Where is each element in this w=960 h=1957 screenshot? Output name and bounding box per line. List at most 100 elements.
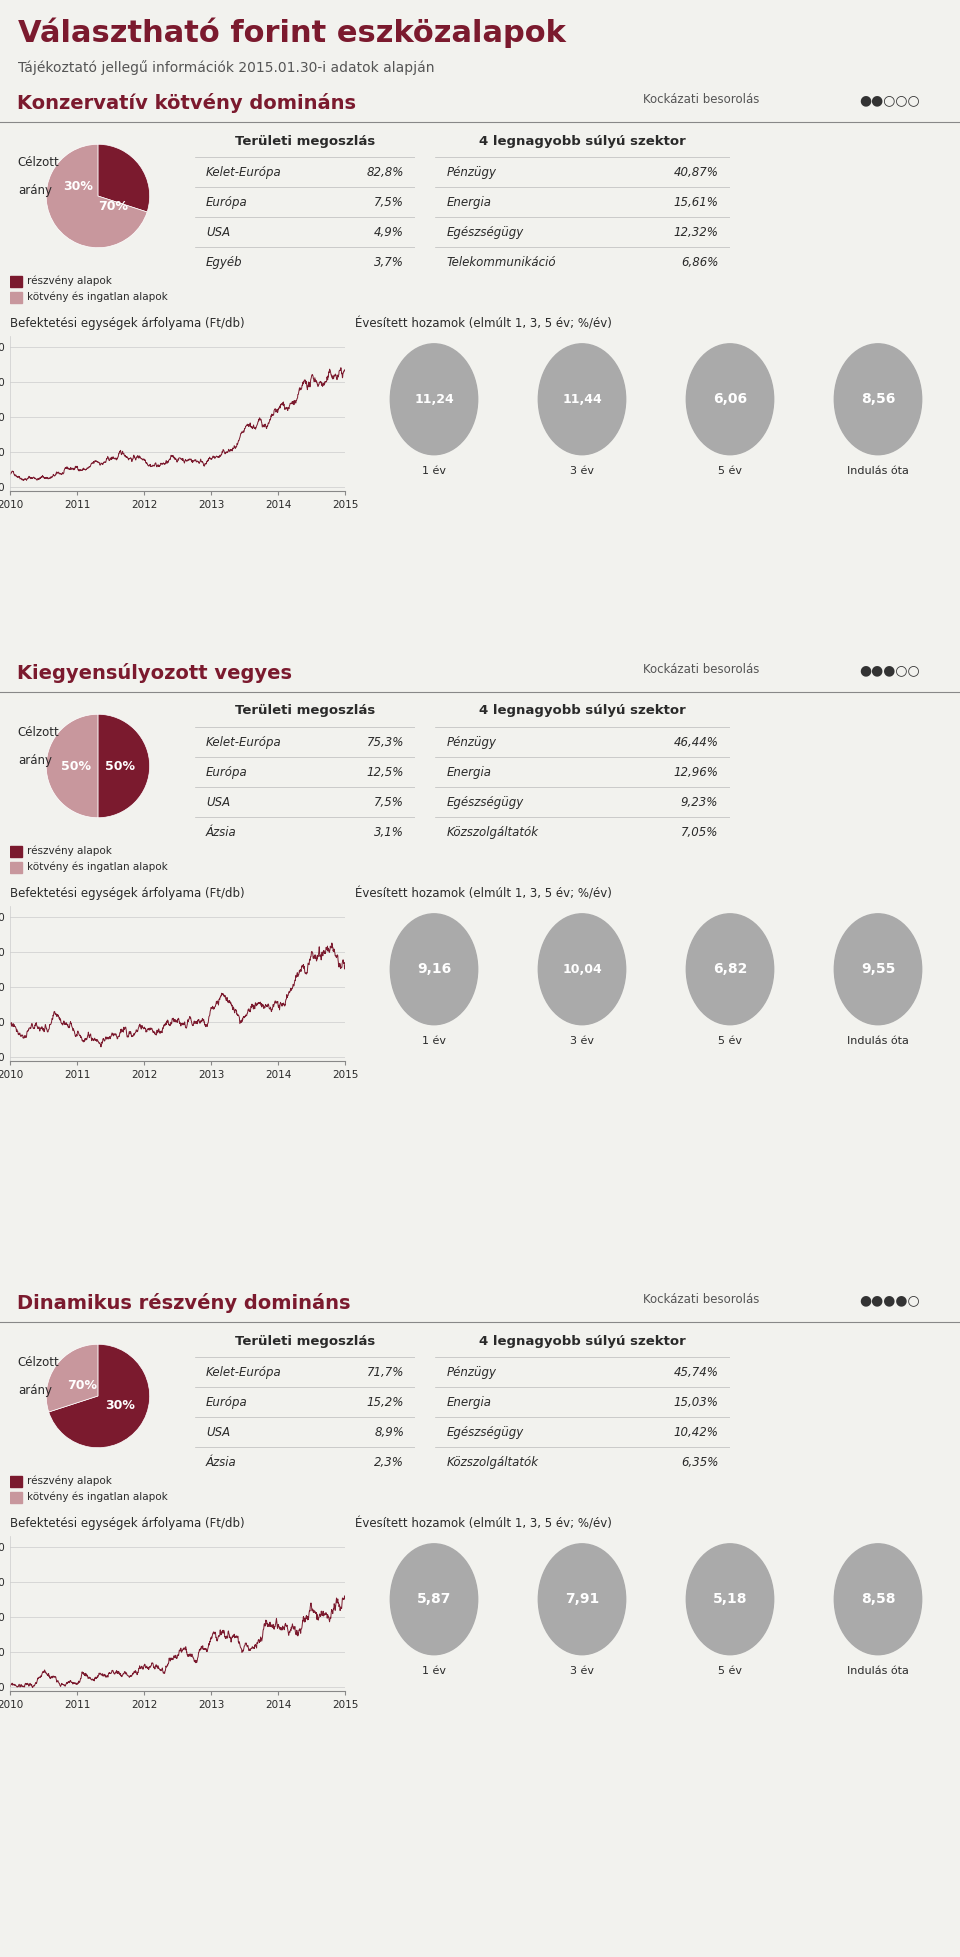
Text: 12,5%: 12,5% bbox=[367, 765, 404, 779]
Text: Területi megoszlás: Területi megoszlás bbox=[235, 1335, 375, 1348]
Text: 7,5%: 7,5% bbox=[374, 196, 404, 209]
Text: 11,24: 11,24 bbox=[414, 393, 454, 405]
Text: 10,04: 10,04 bbox=[563, 963, 602, 977]
Text: 8,56: 8,56 bbox=[861, 391, 895, 407]
Circle shape bbox=[686, 1544, 774, 1656]
Circle shape bbox=[834, 1544, 922, 1656]
Text: Dinamikus részvény domináns: Dinamikus részvény domináns bbox=[17, 1294, 350, 1313]
Text: 4,9%: 4,9% bbox=[374, 225, 404, 239]
Text: 82,8%: 82,8% bbox=[367, 166, 404, 178]
Text: Kockázati besorolás: Kockázati besorolás bbox=[643, 663, 759, 675]
Text: arány: arány bbox=[17, 1384, 52, 1397]
Text: Befektetési egységek árfolyama (Ft/db): Befektetési egységek árfolyama (Ft/db) bbox=[10, 1517, 245, 1530]
Text: Évesített hozamok (elmúlt 1, 3, 5 év; %/év): Évesített hozamok (elmúlt 1, 3, 5 év; %/… bbox=[355, 317, 612, 331]
Text: 1 év: 1 év bbox=[422, 466, 446, 476]
Text: 70%: 70% bbox=[99, 200, 129, 213]
Text: Kiegyensúlyozott vegyes: Kiegyensúlyozott vegyes bbox=[17, 663, 292, 683]
Text: Konzervatív kötvény domináns: Konzervatív kötvény domináns bbox=[17, 92, 356, 114]
Circle shape bbox=[834, 344, 922, 454]
Text: Pénzügy: Pénzügy bbox=[446, 166, 497, 178]
Text: Egészségügy: Egészségügy bbox=[446, 796, 524, 808]
Wedge shape bbox=[46, 145, 147, 249]
Text: Egyéb: Egyéb bbox=[206, 256, 243, 268]
Text: 5,18: 5,18 bbox=[712, 1593, 747, 1607]
Wedge shape bbox=[98, 714, 150, 818]
Text: Kockázati besorolás: Kockázati besorolás bbox=[643, 1294, 759, 1305]
Text: Indulás óta: Indulás óta bbox=[847, 466, 909, 476]
Circle shape bbox=[539, 344, 626, 454]
Text: 3 év: 3 év bbox=[570, 466, 594, 476]
Text: 6,82: 6,82 bbox=[713, 963, 747, 977]
Bar bbox=[10, 1476, 22, 1487]
Bar bbox=[10, 1491, 22, 1503]
Text: 15,61%: 15,61% bbox=[673, 196, 718, 209]
Text: Kelet-Európa: Kelet-Európa bbox=[206, 1366, 281, 1380]
Text: 46,44%: 46,44% bbox=[673, 736, 718, 750]
Text: Európa: Európa bbox=[206, 765, 248, 779]
Text: Célzott: Célzott bbox=[17, 1356, 60, 1368]
Text: 8,9%: 8,9% bbox=[374, 1427, 404, 1438]
Text: ●●●●○: ●●●●○ bbox=[859, 1294, 920, 1307]
Text: 3 év: 3 év bbox=[570, 1035, 594, 1045]
Text: 4 legnagyobb súlyú szektor: 4 legnagyobb súlyú szektor bbox=[479, 705, 685, 718]
Wedge shape bbox=[49, 1344, 150, 1448]
Text: Kelet-Európa: Kelet-Európa bbox=[206, 166, 281, 178]
Text: Energia: Energia bbox=[446, 196, 492, 209]
Text: kötvény és ingatlan alapok: kötvény és ingatlan alapok bbox=[28, 292, 168, 303]
Text: kötvény és ingatlan alapok: kötvény és ingatlan alapok bbox=[28, 861, 168, 873]
Circle shape bbox=[834, 914, 922, 1025]
Text: Kelet-Európa: Kelet-Európa bbox=[206, 736, 281, 750]
Text: 6,06: 6,06 bbox=[713, 391, 747, 407]
Text: USA: USA bbox=[206, 1427, 230, 1438]
Circle shape bbox=[539, 1544, 626, 1656]
Text: 5 év: 5 év bbox=[718, 1035, 742, 1045]
Text: 6,86%: 6,86% bbox=[681, 256, 718, 268]
Text: 1 év: 1 év bbox=[422, 1665, 446, 1675]
Text: Választható forint eszközalapok: Választható forint eszközalapok bbox=[18, 18, 565, 47]
Text: 3 év: 3 év bbox=[570, 1665, 594, 1675]
Text: Közszolgáltatók: Közszolgáltatók bbox=[446, 1456, 539, 1470]
Text: 30%: 30% bbox=[63, 180, 93, 194]
Text: Energia: Energia bbox=[446, 1395, 492, 1409]
Text: 70%: 70% bbox=[67, 1380, 97, 1391]
Text: 4 legnagyobb súlyú szektor: 4 legnagyobb súlyú szektor bbox=[479, 135, 685, 147]
Circle shape bbox=[539, 914, 626, 1025]
Text: USA: USA bbox=[206, 225, 230, 239]
Bar bbox=[10, 861, 22, 873]
Text: Indulás óta: Indulás óta bbox=[847, 1035, 909, 1045]
Text: Indulás óta: Indulás óta bbox=[847, 1665, 909, 1675]
Text: 9,16: 9,16 bbox=[417, 963, 451, 977]
Text: 75,3%: 75,3% bbox=[367, 736, 404, 750]
Text: 6,35%: 6,35% bbox=[681, 1456, 718, 1470]
Text: Célzott: Célzott bbox=[17, 726, 60, 740]
Text: 1 év: 1 év bbox=[422, 1035, 446, 1045]
Text: arány: arány bbox=[17, 753, 52, 767]
Text: kötvény és ingatlan alapok: kötvény és ingatlan alapok bbox=[28, 1491, 168, 1503]
Text: 10,42%: 10,42% bbox=[673, 1427, 718, 1438]
Text: arány: arány bbox=[17, 184, 52, 198]
Text: 5 év: 5 év bbox=[718, 466, 742, 476]
Text: Energia: Energia bbox=[446, 765, 492, 779]
Text: Egészségügy: Egészségügy bbox=[446, 1427, 524, 1438]
Circle shape bbox=[391, 1544, 478, 1656]
Text: Európa: Európa bbox=[206, 1395, 248, 1409]
Wedge shape bbox=[46, 1344, 98, 1413]
Text: részvény alapok: részvény alapok bbox=[28, 276, 112, 286]
Text: 12,96%: 12,96% bbox=[673, 765, 718, 779]
Text: 2,3%: 2,3% bbox=[374, 1456, 404, 1470]
Text: Tájékoztató jellegű információk 2015.01.30-i adatok alapján: Tájékoztató jellegű információk 2015.01.… bbox=[18, 61, 435, 74]
Circle shape bbox=[391, 344, 478, 454]
Text: 12,32%: 12,32% bbox=[673, 225, 718, 239]
Text: 5,87: 5,87 bbox=[417, 1593, 451, 1607]
Text: Évesített hozamok (elmúlt 1, 3, 5 év; %/év): Évesített hozamok (elmúlt 1, 3, 5 év; %/… bbox=[355, 1517, 612, 1530]
Bar bbox=[10, 276, 22, 286]
Circle shape bbox=[686, 914, 774, 1025]
Text: Telekommunikáció: Telekommunikáció bbox=[446, 256, 557, 268]
Text: 4 legnagyobb súlyú szektor: 4 legnagyobb súlyú szektor bbox=[479, 1335, 685, 1348]
Text: Befektetési egységek árfolyama (Ft/db): Befektetési egységek árfolyama (Ft/db) bbox=[10, 888, 245, 900]
Text: Közszolgáltatók: Közszolgáltatók bbox=[446, 826, 539, 840]
Text: 9,55: 9,55 bbox=[861, 963, 895, 977]
Text: 3,7%: 3,7% bbox=[374, 256, 404, 268]
Text: 11,44: 11,44 bbox=[563, 393, 602, 405]
Text: 40,87%: 40,87% bbox=[673, 166, 718, 178]
